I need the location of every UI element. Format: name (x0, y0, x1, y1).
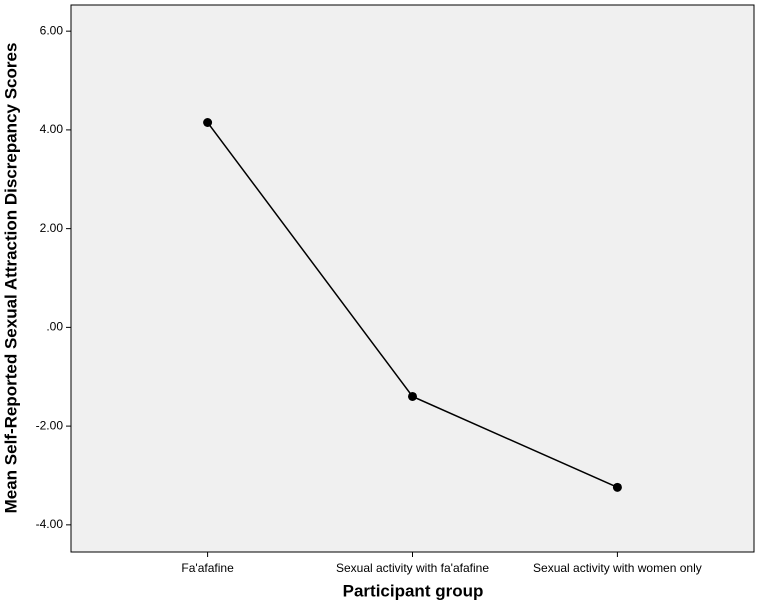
data-point (612, 482, 622, 492)
y-axis-title: Mean Self-Reported Sexual Attraction Dis… (1, 43, 20, 514)
y-tick-label: -2.00 (36, 418, 64, 432)
x-axis-title: Participant group (343, 581, 484, 600)
plot-area (70, 4, 755, 553)
y-tick-label: 2.00 (40, 221, 64, 235)
x-tick-label: Fa'afafine (181, 561, 234, 575)
y-tick-label: .00 (46, 320, 63, 334)
data-point (203, 117, 213, 127)
y-tick-label: 6.00 (40, 23, 64, 37)
y-tick-label: 4.00 (40, 122, 64, 136)
y-tick-label: -4.00 (36, 517, 64, 531)
x-tick-label: Sexual activity with women only (533, 561, 702, 575)
x-tick-label: Sexual activity with fa'afafine (336, 561, 489, 575)
data-point (408, 391, 417, 401)
